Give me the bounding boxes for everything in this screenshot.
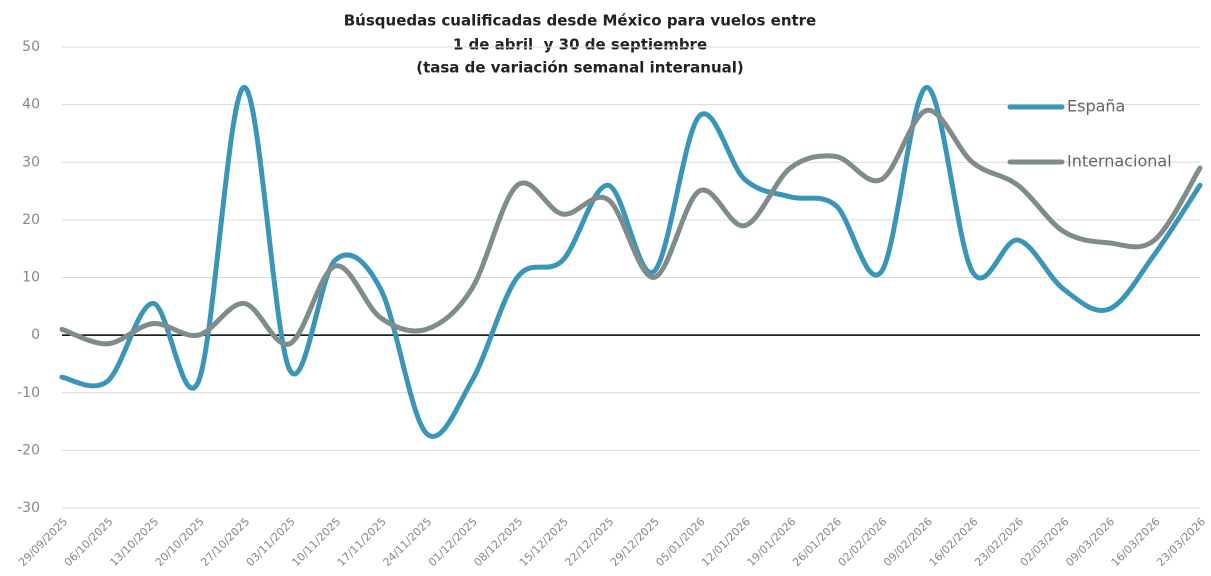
y-tick-label: 40 xyxy=(22,97,40,113)
y-tick-label: 10 xyxy=(22,270,40,286)
y-tick-label: 20 xyxy=(22,212,40,228)
y-tick-label: -20 xyxy=(17,442,40,458)
legend-label: Internacional xyxy=(1067,152,1172,171)
series-line xyxy=(59,84,1203,439)
y-tick-label: 30 xyxy=(22,154,40,170)
chart-title: (tasa de variación semanal interanual) xyxy=(416,59,744,77)
legend-label: España xyxy=(1067,97,1125,116)
x-tick-label: 23/03/2026 xyxy=(1154,515,1208,569)
y-tick-label: 0 xyxy=(31,327,40,343)
series-line xyxy=(59,107,1203,347)
y-tick-label: -10 xyxy=(17,385,40,401)
y-tick-label: 50 xyxy=(22,39,40,55)
chart-title: Búsquedas cualificadas desde México para… xyxy=(344,12,817,30)
y-tick-label: -30 xyxy=(17,500,40,516)
chart-title: 1 de abril y 30 de septiembre xyxy=(453,36,707,54)
